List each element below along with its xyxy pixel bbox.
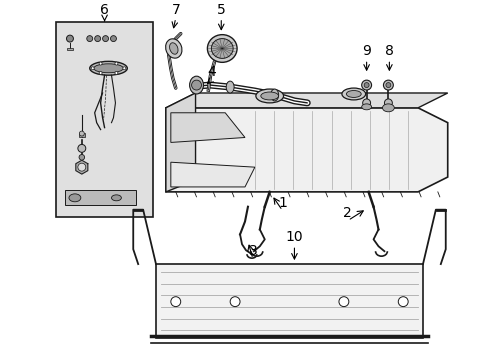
Text: 6: 6 xyxy=(100,3,109,17)
Circle shape xyxy=(86,36,93,41)
Ellipse shape xyxy=(165,39,182,58)
Polygon shape xyxy=(165,108,447,192)
Bar xyxy=(65,190,136,205)
Polygon shape xyxy=(170,162,254,187)
Circle shape xyxy=(385,82,390,87)
Circle shape xyxy=(383,80,392,90)
Circle shape xyxy=(91,67,94,70)
Text: 1: 1 xyxy=(278,196,286,210)
Circle shape xyxy=(79,154,84,160)
Circle shape xyxy=(78,144,85,152)
Circle shape xyxy=(99,72,102,75)
Polygon shape xyxy=(76,160,88,174)
Text: 8: 8 xyxy=(384,44,393,58)
Circle shape xyxy=(384,99,391,107)
Text: 9: 9 xyxy=(362,44,370,58)
Circle shape xyxy=(115,72,118,75)
Circle shape xyxy=(99,62,102,65)
Ellipse shape xyxy=(255,89,283,103)
Circle shape xyxy=(78,163,85,171)
Circle shape xyxy=(191,80,201,90)
Polygon shape xyxy=(165,93,195,192)
Circle shape xyxy=(102,36,108,41)
Ellipse shape xyxy=(111,195,121,201)
Ellipse shape xyxy=(226,81,234,93)
Ellipse shape xyxy=(69,194,81,202)
Circle shape xyxy=(79,131,84,136)
Ellipse shape xyxy=(341,88,365,100)
Bar xyxy=(79,132,84,136)
Circle shape xyxy=(362,99,370,107)
Ellipse shape xyxy=(94,64,123,73)
Ellipse shape xyxy=(382,104,393,112)
Circle shape xyxy=(364,82,368,87)
Bar xyxy=(56,22,153,217)
Polygon shape xyxy=(165,93,447,108)
Ellipse shape xyxy=(211,39,233,58)
Ellipse shape xyxy=(270,89,278,101)
Ellipse shape xyxy=(207,35,237,62)
Circle shape xyxy=(170,297,181,307)
Circle shape xyxy=(95,36,101,41)
Ellipse shape xyxy=(260,92,278,100)
Text: 10: 10 xyxy=(285,230,303,244)
Text: 5: 5 xyxy=(217,3,225,17)
Polygon shape xyxy=(170,113,244,143)
Circle shape xyxy=(230,297,240,307)
Circle shape xyxy=(110,36,116,41)
Text: 7: 7 xyxy=(171,3,180,17)
Ellipse shape xyxy=(90,61,127,75)
Circle shape xyxy=(397,297,407,307)
Circle shape xyxy=(122,67,125,70)
Circle shape xyxy=(361,80,371,90)
Ellipse shape xyxy=(189,76,203,94)
Bar xyxy=(67,48,73,50)
Ellipse shape xyxy=(361,104,371,110)
Text: 4: 4 xyxy=(206,65,215,79)
Text: 3: 3 xyxy=(248,244,257,258)
Circle shape xyxy=(338,297,348,307)
Ellipse shape xyxy=(346,90,361,98)
Ellipse shape xyxy=(169,43,178,54)
Circle shape xyxy=(66,35,73,42)
Bar xyxy=(156,264,422,338)
Text: 2: 2 xyxy=(343,206,351,220)
Circle shape xyxy=(115,62,118,65)
